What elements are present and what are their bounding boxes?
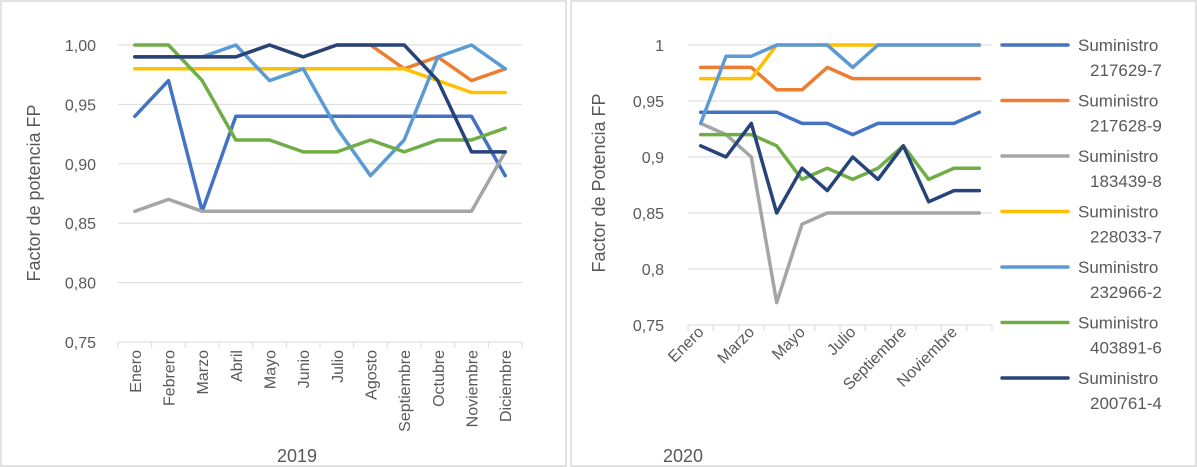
legend-label-line2: 200761-4 [1090, 394, 1162, 413]
legend-label-line1: Suministro [1078, 203, 1158, 222]
y-axis-title: Factor de potencia FP [24, 104, 44, 281]
legend-label-line2: 217628-9 [1090, 117, 1162, 136]
legend-label-line1: Suministro [1078, 369, 1158, 388]
x-tick-label: Agosto [364, 350, 381, 400]
legend-label-line1: Suministro [1078, 147, 1158, 166]
series-line-s183439 [133, 150, 507, 214]
legend-label-line1: Suministro [1078, 36, 1158, 55]
x-tick-label: Diciembre [498, 350, 515, 422]
x-axis-title: 2019 [277, 446, 317, 466]
x-tick-label: Enero [665, 324, 707, 366]
legend: Suministro 217629-7 Suministro 217628-9 Sumi… [1000, 36, 1162, 413]
right-chart-border [570, 0, 1197, 467]
x-tick-label: Mayo [263, 350, 280, 389]
y-tick-label: 0,9 [642, 150, 664, 167]
x-tick-label: Julio [330, 350, 347, 383]
y-tick-label: 0,85 [65, 216, 96, 233]
series-line-s217629 [133, 78, 507, 214]
x-tick-label: Enero [128, 350, 145, 393]
series-line-s200761 [698, 121, 982, 215]
x-tick-label: Abril [229, 350, 246, 382]
legend-label-line2: 403891-6 [1090, 339, 1162, 358]
legend-label-line2: 232966-2 [1090, 283, 1162, 302]
x-tick-label: Junio [296, 350, 313, 388]
y-tick-label: 0,75 [633, 318, 664, 335]
series-line-s228033 [133, 67, 507, 95]
chart-2020: 10,950,90,850,80,75 Enero Marzo Mayo JulioSe… [589, 38, 993, 466]
y-tick-label: 0,95 [65, 97, 96, 114]
series-line-s232966 [698, 43, 982, 126]
chart-2019: 1,00 0,95 0,90 0,85 0,80 0,75 Enero Febrero Marz… [24, 38, 523, 466]
left-chart-border [0, 0, 567, 467]
y-tick-label: 1,00 [65, 38, 96, 55]
y-tick-label: 0,90 [65, 157, 96, 174]
series-line-s403891 [133, 43, 507, 154]
x-tick-label: Octubre [431, 350, 448, 407]
legend-label-line1: Suministro [1078, 314, 1158, 333]
y-tick-label: 0,80 [65, 276, 96, 293]
legend-label-line2: 228033-7 [1090, 228, 1162, 247]
x-tick-label: Julio [824, 324, 859, 359]
series-line-s200761 [133, 43, 507, 154]
y-tick-label: 0,85 [633, 206, 664, 223]
legend-label-line2: 183439-8 [1090, 172, 1162, 191]
legend-label-line1: Suministro [1078, 258, 1158, 277]
x-tick-label: Marzo [195, 350, 212, 395]
x-tick-label: Febrero [162, 350, 179, 406]
y-axis-title: Factor de Potencia FP [589, 93, 609, 272]
x-tick-label: Marzo [715, 324, 759, 368]
y-tick-label: 1 [655, 38, 664, 55]
y-tick-label: 0,8 [642, 262, 664, 279]
x-axis-title: 2020 [663, 446, 703, 466]
x-tick-label: Noviembre [465, 350, 482, 427]
x-tick-label: Septiembre [397, 350, 414, 432]
series-line-s183439 [698, 121, 982, 305]
legend-label-line2: 217629-7 [1090, 61, 1162, 80]
y-tick-label: 0,75 [65, 335, 96, 352]
legend-label-line1: Suministro [1078, 92, 1158, 111]
y-tick-label: 0,95 [633, 94, 664, 111]
series-line-s217628 [698, 65, 982, 92]
series-line-s217629 [698, 110, 982, 137]
